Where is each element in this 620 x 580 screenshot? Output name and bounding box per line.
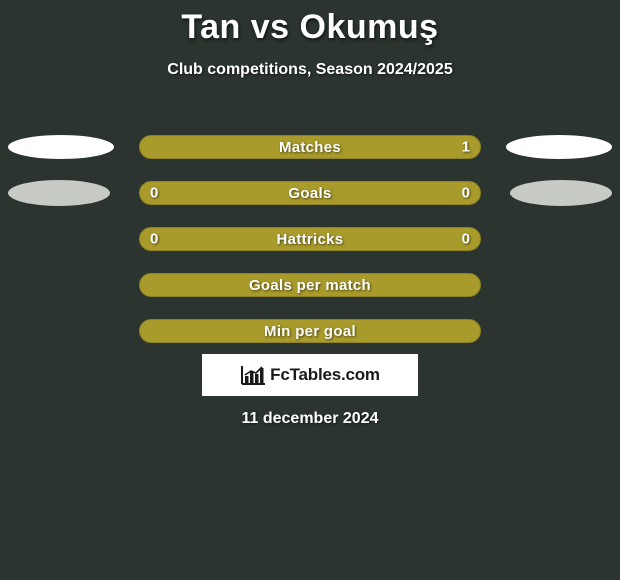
stat-label: Hattricks — [277, 231, 344, 248]
stat-value-left: 0 — [150, 185, 158, 202]
stat-value-right: 1 — [462, 139, 470, 156]
stat-row: Goals 0 0 — [0, 170, 620, 216]
stat-bar: Hattricks 0 0 — [139, 227, 481, 251]
stat-label: Goals — [288, 185, 331, 202]
stat-value-left: 0 — [150, 231, 158, 248]
stat-row: Min per goal — [0, 308, 620, 354]
logo-text: FcTables.com — [270, 365, 380, 385]
bar-chart-icon — [240, 364, 266, 386]
stat-label: Goals per match — [249, 277, 371, 294]
stat-bar: Matches 1 — [139, 135, 481, 159]
stat-value-right: 0 — [462, 231, 470, 248]
date-label: 11 december 2024 — [0, 410, 620, 428]
stat-bar: Goals 0 0 — [139, 181, 481, 205]
stat-row: Hattricks 0 0 — [0, 216, 620, 262]
subtitle: Club competitions, Season 2024/2025 — [0, 61, 620, 79]
page-title: Tan vs Okumuş — [0, 0, 620, 47]
stat-bar: Min per goal — [139, 319, 481, 343]
ellipse-right — [506, 135, 612, 159]
ellipse-right — [510, 180, 612, 206]
stat-row: Matches 1 — [0, 124, 620, 170]
stat-label: Min per goal — [264, 323, 356, 340]
fctables-logo: FcTables.com — [202, 354, 418, 396]
ellipse-left — [8, 180, 110, 206]
stat-bar: Goals per match — [139, 273, 481, 297]
stat-label: Matches — [279, 139, 341, 156]
stat-value-right: 0 — [462, 185, 470, 202]
stat-row: Goals per match — [0, 262, 620, 308]
ellipse-left — [8, 135, 114, 159]
stat-rows: Matches 1 Goals 0 0 Hattricks 0 0 Goals per matc… — [0, 124, 620, 354]
